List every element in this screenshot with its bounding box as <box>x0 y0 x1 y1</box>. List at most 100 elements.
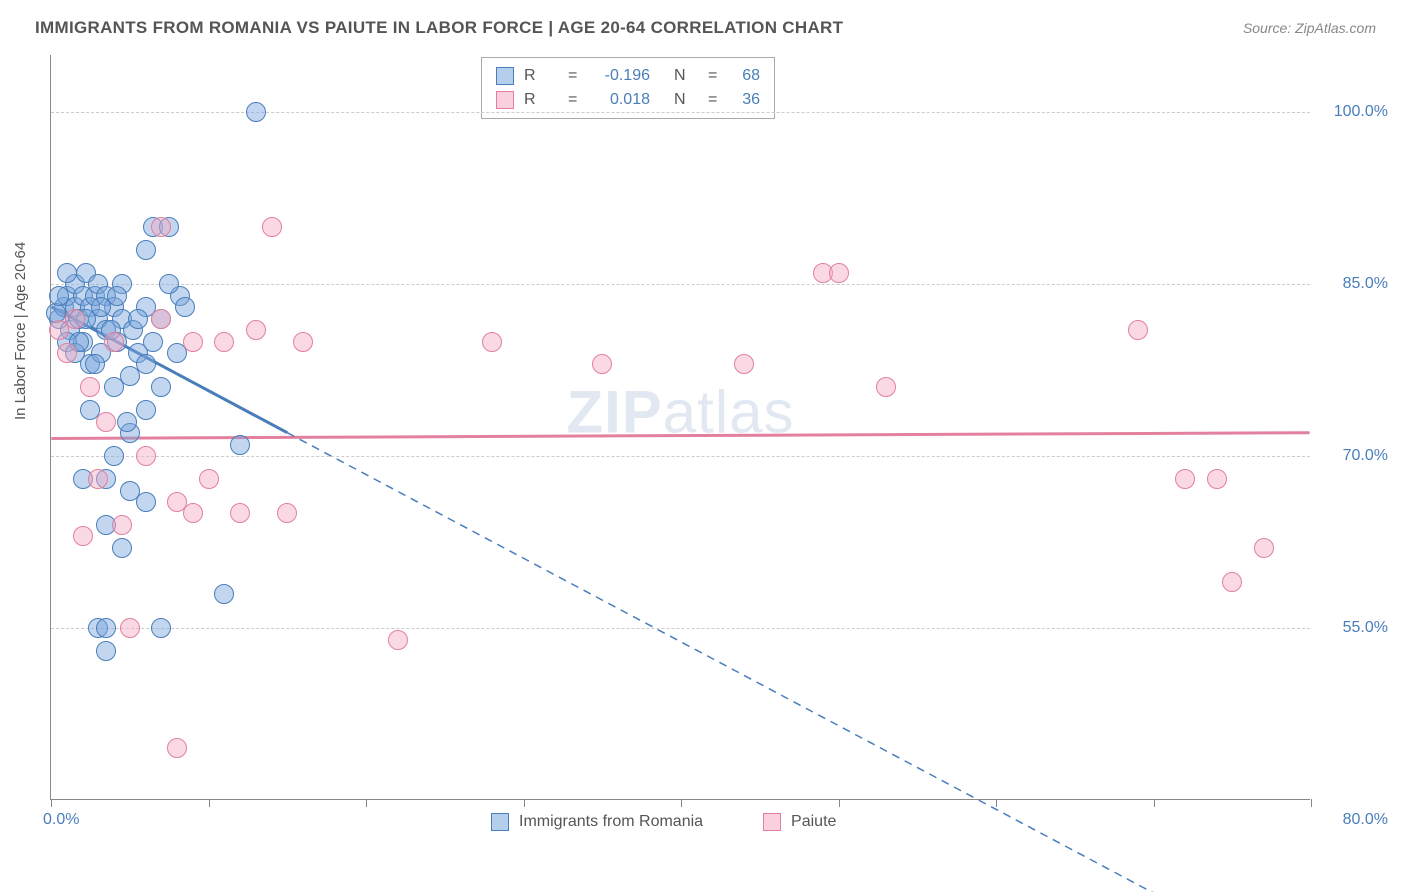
gridline <box>51 284 1310 285</box>
scatter-point <box>277 503 297 523</box>
scatter-point <box>199 469 219 489</box>
legend-R-label: R <box>524 88 558 112</box>
scatter-point <box>65 309 85 329</box>
series-legend: Immigrants from Romania Paiute <box>491 813 836 831</box>
y-tick-label: 100.0% <box>1318 103 1388 121</box>
scatter-point <box>73 526 93 546</box>
source-attribution: Source: ZipAtlas.com <box>1243 20 1376 36</box>
legend-R-value-romania: -0.196 <box>590 64 650 88</box>
legend-label: Immigrants from Romania <box>519 813 703 831</box>
scatter-point <box>107 286 127 306</box>
legend-N-label: N <box>674 64 698 88</box>
scatter-point <box>120 618 140 638</box>
scatter-point <box>183 503 203 523</box>
scatter-point <box>388 630 408 650</box>
scatter-point <box>136 240 156 260</box>
scatter-point <box>230 435 250 455</box>
scatter-point <box>293 332 313 352</box>
scatter-point <box>175 297 195 317</box>
swatch-blue-icon <box>496 67 514 85</box>
legend-item-paiute: Paiute <box>763 813 836 831</box>
trend-lines-svg <box>51 55 1310 799</box>
scatter-point <box>246 320 266 340</box>
x-tick <box>681 799 682 807</box>
y-tick-label: 70.0% <box>1318 447 1388 465</box>
scatter-point <box>80 377 100 397</box>
x-axis-min-label: 0.0% <box>43 811 79 829</box>
scatter-point <box>151 618 171 638</box>
scatter-point <box>876 377 896 397</box>
scatter-point <box>136 354 156 374</box>
scatter-point <box>112 515 132 535</box>
scatter-point <box>88 469 108 489</box>
scatter-point <box>262 217 282 237</box>
legend-eq: = <box>568 88 580 112</box>
scatter-point <box>57 343 77 363</box>
scatter-point <box>143 332 163 352</box>
scatter-point <box>96 412 116 432</box>
scatter-point <box>167 738 187 758</box>
correlation-legend: R = -0.196 N = 68 R = 0.018 N = 36 <box>481 57 775 119</box>
watermark-bold: ZIP <box>566 379 662 446</box>
x-tick <box>209 799 210 807</box>
scatter-point <box>128 309 148 329</box>
scatter-point <box>1222 572 1242 592</box>
legend-R-label: R <box>524 64 558 88</box>
scatter-point <box>1128 320 1148 340</box>
scatter-point <box>151 217 171 237</box>
scatter-point <box>104 446 124 466</box>
gridline <box>51 112 1310 113</box>
legend-R-value-paiute: 0.018 <box>590 88 650 112</box>
swatch-pink-icon <box>763 813 781 831</box>
legend-N-value-paiute: 36 <box>730 88 760 112</box>
swatch-blue-icon <box>491 813 509 831</box>
scatter-point <box>1207 469 1227 489</box>
legend-row-romania: R = -0.196 N = 68 <box>496 64 760 88</box>
scatter-point <box>592 354 612 374</box>
chart-title: IMMIGRANTS FROM ROMANIA VS PAIUTE IN LAB… <box>35 18 843 38</box>
watermark-light: atlas <box>663 379 795 446</box>
scatter-point <box>104 332 124 352</box>
scatter-point <box>136 492 156 512</box>
legend-item-romania: Immigrants from Romania <box>491 813 703 831</box>
scatter-point <box>230 503 250 523</box>
legend-label: Paiute <box>791 813 836 831</box>
scatter-point <box>734 354 754 374</box>
scatter-point <box>57 263 77 283</box>
scatter-point <box>246 102 266 122</box>
y-axis-title: In Labor Force | Age 20-64 <box>12 242 29 420</box>
swatch-pink-icon <box>496 91 514 109</box>
legend-eq: = <box>708 88 720 112</box>
scatter-point <box>214 584 234 604</box>
scatter-point <box>183 332 203 352</box>
legend-eq: = <box>708 64 720 88</box>
scatter-point <box>829 263 849 283</box>
scatter-point <box>136 446 156 466</box>
scatter-point <box>117 412 137 432</box>
scatter-point <box>96 618 116 638</box>
x-tick <box>1154 799 1155 807</box>
legend-N-label: N <box>674 88 698 112</box>
scatter-point <box>151 309 171 329</box>
scatter-point <box>49 286 69 306</box>
x-tick <box>524 799 525 807</box>
x-tick <box>839 799 840 807</box>
x-tick <box>51 799 52 807</box>
scatter-point <box>159 274 179 294</box>
y-tick-label: 85.0% <box>1318 275 1388 293</box>
scatter-point <box>214 332 234 352</box>
x-axis-max-label: 80.0% <box>1318 811 1388 829</box>
legend-eq: = <box>568 64 580 88</box>
gridline <box>51 628 1310 629</box>
scatter-point <box>482 332 502 352</box>
scatter-point <box>85 354 105 374</box>
scatter-point <box>96 641 116 661</box>
plot-area: ZIPatlas R = -0.196 N = 68 R = 0.018 N =… <box>50 55 1310 800</box>
x-tick <box>1311 799 1312 807</box>
legend-row-paiute: R = 0.018 N = 36 <box>496 88 760 112</box>
scatter-point <box>1254 538 1274 558</box>
y-tick-label: 55.0% <box>1318 619 1388 637</box>
scatter-point <box>151 377 171 397</box>
scatter-point <box>112 538 132 558</box>
x-tick <box>996 799 997 807</box>
